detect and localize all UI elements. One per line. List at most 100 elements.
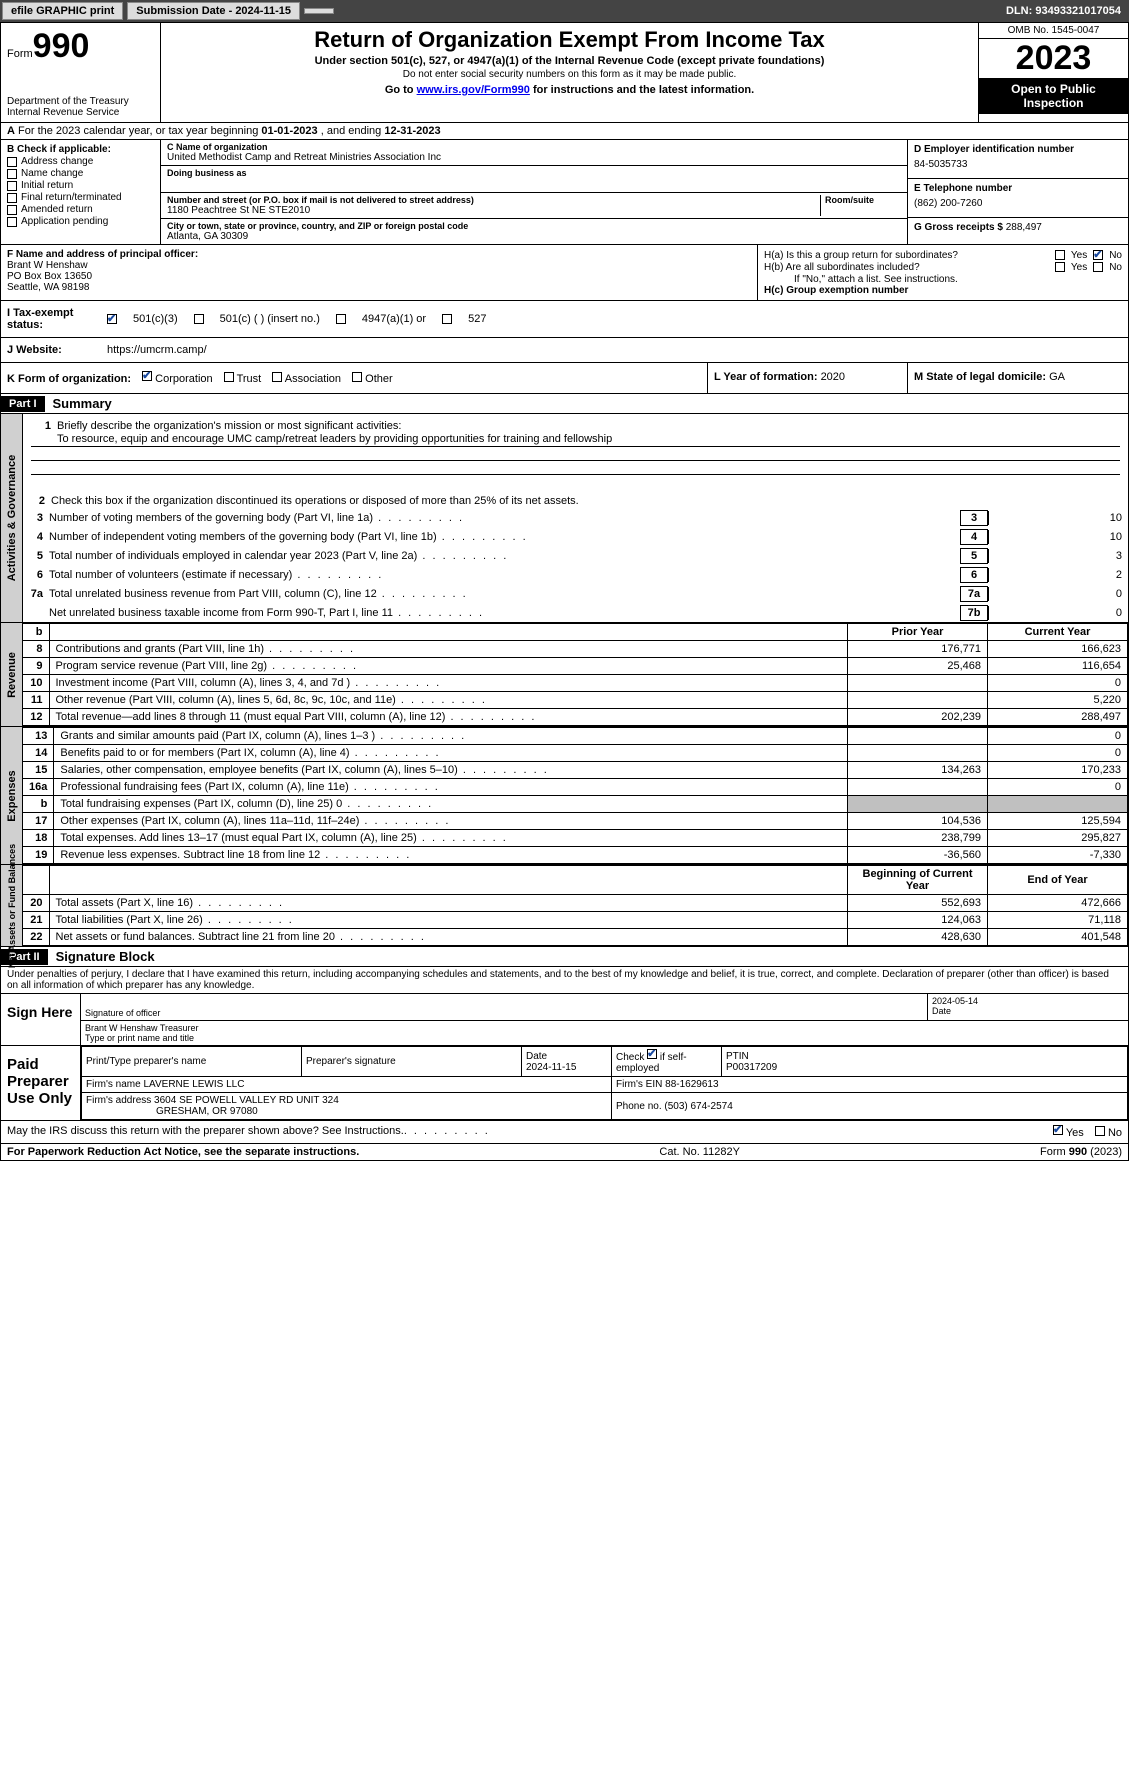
ein-value: 84-5035733 [914,155,1122,174]
prior [848,728,988,745]
num: 19 [23,847,54,864]
mission-blank2 [31,461,1120,475]
goto-line: Go to www.irs.gov/Form990 for instructio… [169,84,970,96]
prior [848,779,988,796]
org-city: Atlanta, GA 30309 [167,231,901,242]
txt: Number of independent voting members of … [49,531,960,543]
checkbox-name-change[interactable] [7,169,17,179]
current [988,796,1128,813]
sig-declaration: Under penalties of perjury, I declare th… [1,967,1128,993]
net-blank-desc [49,866,848,895]
val: 0 [988,587,1128,601]
num: 6 [23,569,49,581]
side-rev-text: Revenue [6,652,18,698]
hb-yes-checkbox[interactable] [1055,262,1065,272]
hb-no-checkbox[interactable] [1093,262,1103,272]
room-lbl: Room/suite [825,195,901,205]
discuss-dots [404,1125,490,1139]
chk-trust[interactable] [224,372,234,382]
net-table: Beginning of Current YearEnd of Year 20T… [23,865,1128,946]
chk-corp[interactable] [142,371,152,381]
checkbox-address-change[interactable] [7,157,17,167]
expense-row: 14Benefits paid to or for members (Part … [23,745,1128,762]
footer-mid: Cat. No. 11282Y [659,1146,740,1158]
public-inspection: Open to Public Inspection [979,78,1128,114]
checkbox-pending[interactable] [7,217,17,227]
current: 71,118 [988,912,1128,929]
row-k: K Form of organization: Corporation Trus… [1,363,1128,394]
revenue-table: bPrior YearCurrent Year 8Contributions a… [23,623,1128,726]
current: 0 [988,728,1128,745]
footer: For Paperwork Reduction Act Notice, see … [1,1143,1128,1160]
txt: Number of voting members of the governin… [49,512,960,524]
blank-button[interactable] [304,8,334,14]
num: 22 [23,929,49,946]
chk-self-employed[interactable] [647,1049,657,1059]
chk-501c3[interactable] [107,314,117,324]
txt: Net unrelated business taxable income fr… [49,607,960,619]
efile-print-button[interactable]: efile GRAPHIC print [2,2,123,20]
prior: 176,771 [848,641,988,658]
goto-link[interactable]: www.irs.gov/Form990 [417,84,530,96]
submission-date-button[interactable]: Submission Date - 2024-11-15 [127,2,300,20]
lbl-address-change: Address change [21,156,93,167]
current: 116,654 [988,658,1128,675]
row-fh: F Name and address of principal officer:… [1,245,1128,301]
website-url: https://umcrm.camp/ [101,338,213,362]
line1-num: 1 [31,420,57,432]
gov-line-l7b: Net unrelated business taxable income fr… [23,603,1128,622]
num: 7a [23,588,49,600]
checkbox-initial-return[interactable] [7,181,17,191]
desc: Total fundraising expenses (Part IX, col… [54,796,848,813]
num: 16a [23,779,54,796]
checkbox-final-return[interactable] [7,193,17,203]
num: 8 [23,641,49,658]
prep-date-hdr: Date [526,1051,547,1062]
expense-row: 16aProfessional fundraising fees (Part I… [23,779,1128,796]
mission-lbl: Briefly describe the organization's miss… [57,420,1120,432]
discuss-yes-chk[interactable] [1053,1125,1063,1135]
desc: Program service revenue (Part VIII, line… [49,658,848,675]
net-row: 20Total assets (Part X, line 16)552,6934… [23,895,1128,912]
desc: Total assets (Part X, line 16) [49,895,848,912]
officer-addr1: PO Box Box 13650 [7,271,751,282]
ha-yes-checkbox[interactable] [1055,250,1065,260]
prep-check-lbl: Check if self-employed [616,1052,687,1074]
desc: Other expenses (Part IX, column (A), lin… [54,813,848,830]
chk-527[interactable] [442,314,452,324]
firm-addr-lbl: Firm's address [86,1095,154,1106]
hb-note: If "No," attach a list. See instructions… [764,274,1122,285]
discuss-yes: Yes [1066,1127,1084,1139]
txt: Total number of individuals employed in … [49,550,960,562]
side-net: Net Assets or Fund Balances [1,865,23,946]
gross-lbl: G Gross receipts $ [914,222,1006,233]
prior: 428,630 [848,929,988,946]
prep-sig-hdr: Preparer's signature [306,1056,396,1067]
lbl-501c3: 501(c)(3) [133,313,178,325]
part-i-header-row: Part I Summary [1,394,1128,414]
prep-date: 2024-11-15 [526,1062,576,1073]
chk-4947[interactable] [336,314,346,324]
website-lbl: J Website: [1,338,101,362]
firm-ein: 88-1629613 [665,1079,718,1090]
box: 3 [960,510,988,526]
chk-assoc[interactable] [272,372,282,382]
current: 125,594 [988,813,1128,830]
discuss-no-chk[interactable] [1095,1126,1105,1136]
prior: 552,693 [848,895,988,912]
num: 11 [23,692,49,709]
prior-year-hdr: Prior Year [848,624,988,641]
expense-row: 18Total expenses. Add lines 13–17 (must … [23,830,1128,847]
checkbox-amended[interactable] [7,205,17,215]
footer-right: Form 990 (2023) [1040,1146,1122,1158]
chk-501c[interactable] [194,314,204,324]
val: 3 [988,549,1128,563]
chk-other[interactable] [352,372,362,382]
col-d-ein-tel: D Employer identification number84-50357… [908,140,1128,244]
num: 3 [23,512,49,524]
rev-b: b [23,624,49,641]
gov-line-l3: 3Number of voting members of the governi… [23,508,1128,527]
ha-no-checkbox[interactable] [1093,250,1103,260]
side-net-text: Net Assets or Fund Balances [7,843,17,967]
desc: Investment income (Part VIII, column (A)… [49,675,848,692]
